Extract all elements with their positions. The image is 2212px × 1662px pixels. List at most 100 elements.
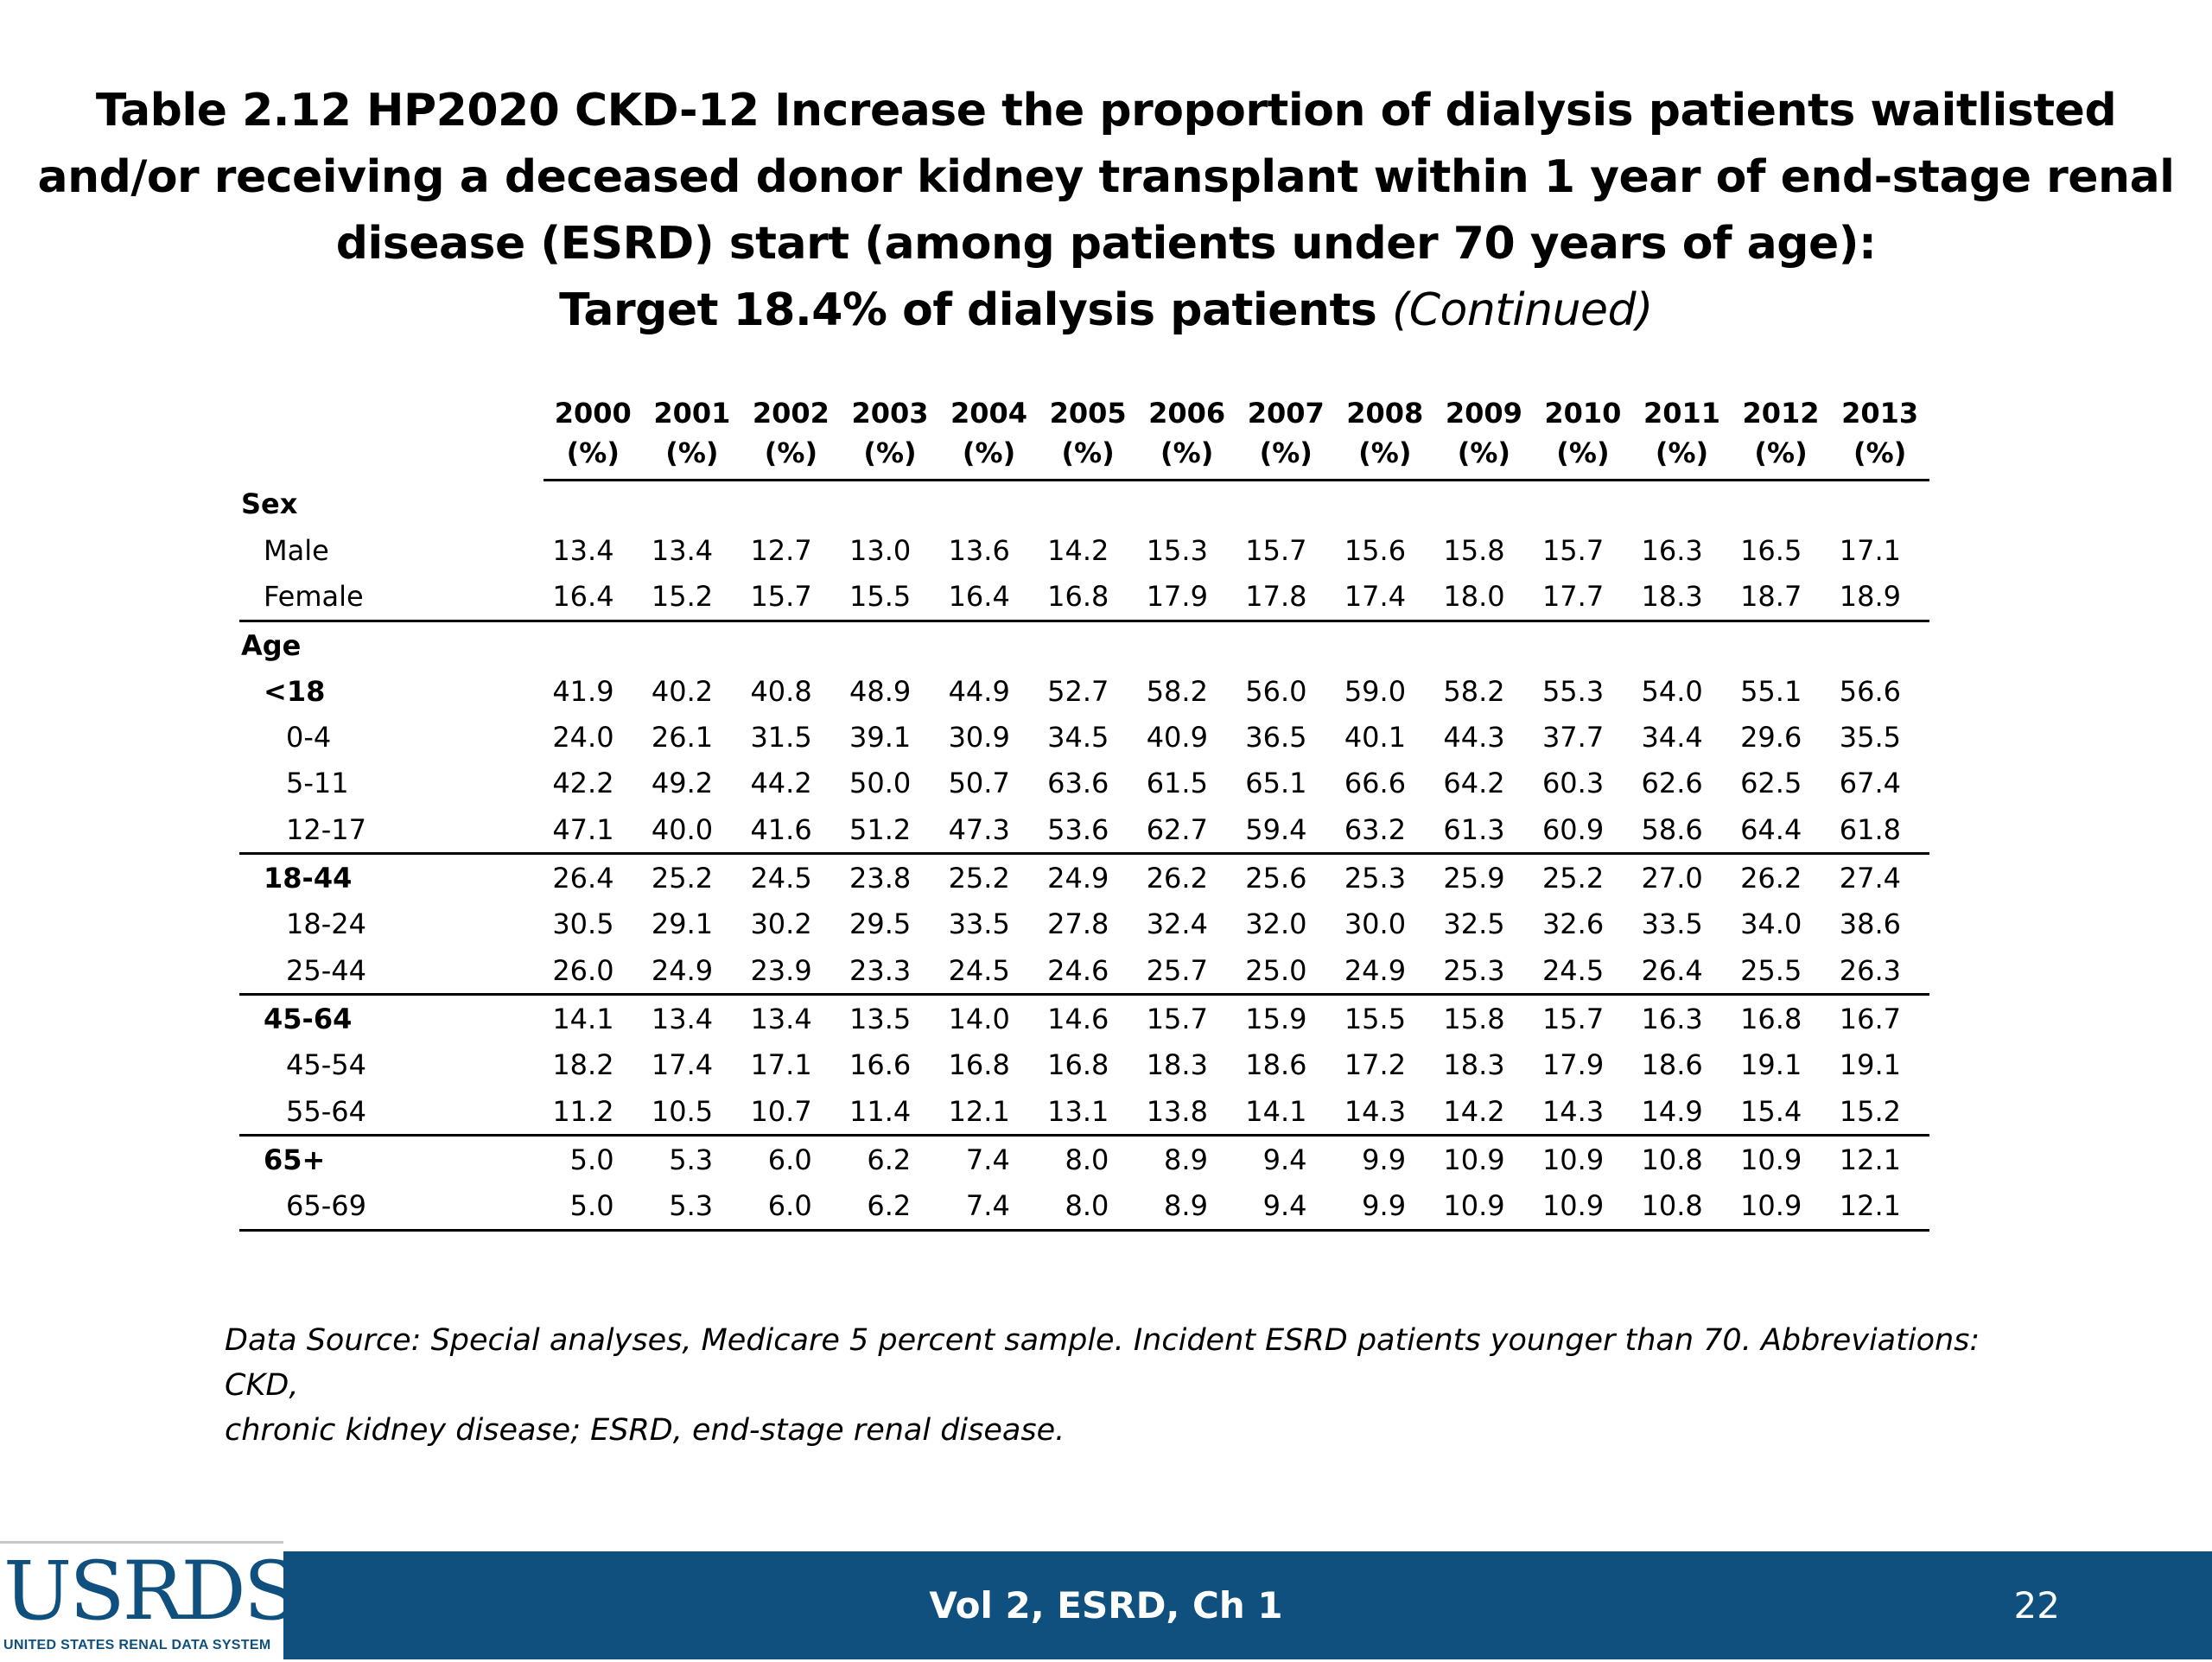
table-cell: 40.2 [651,674,714,708]
year-header: 2006 (%) [1137,387,1236,481]
table-cell: 16.8 [1740,1002,1802,1035]
table-cell: 51.2 [840,806,940,856]
table-cell: 13.0 [849,533,912,567]
table-cell: 24.9 [1047,862,1109,895]
table-cell: 14.2 [1047,533,1109,567]
table-cell: 9.9 [1335,1182,1435,1232]
year-header: 2002 (%) [741,387,841,481]
year-label: 2012 [1742,397,1820,430]
unit-label: (%) [1556,436,1610,469]
table-cell: 44.3 [1443,721,1505,755]
table-row: Male 13.4 13.4 12.7 13.0 13.6 14.2 15.3 15.7 15.6… [239,527,1929,573]
table-cell [841,621,940,668]
table-cell [939,481,1039,528]
table-cell: 54.0 [1641,674,1703,708]
unit-label: (%) [1259,436,1313,469]
table-cell [1632,481,1732,528]
unit-label: (%) [566,436,620,469]
table-cell: 17.4 [1335,573,1435,622]
table-cell: 18.0 [1434,573,1534,622]
table-cell: 9.4 [1262,1143,1307,1176]
table-cell: 10.9 [1731,1182,1831,1232]
table-cell: 25.6 [1245,862,1307,895]
table-cell: 13.8 [1137,1087,1236,1137]
table-cell: 13.1 [1038,1087,1138,1137]
table-cell: 34.0 [1740,907,1802,941]
table-cell: 11.4 [840,1087,940,1137]
usrds-logo: USRDS UNITED STATES RENAL DATA SYSTEM [0,1541,299,1662]
table-cell: 32.0 [1245,907,1307,941]
table-cell: 17.1 [1839,533,1901,567]
table-cell [1830,621,1929,668]
table-cell: 8.9 [1164,1143,1208,1176]
table-cell: 39.1 [849,721,912,755]
year-header: 2005 (%) [1038,387,1138,481]
table-cell: 37.7 [1541,721,1605,755]
table-row: Female 16.4 15.2 15.7 15.5 16.4 16.8 17.9 17.8 17… [239,573,1929,622]
table-cell: 42.2 [552,767,614,800]
unit-label: (%) [1457,436,1510,469]
unit-label: (%) [1853,436,1907,469]
table-cell: 17.8 [1236,573,1336,622]
table-cell: 8.0 [1065,1143,1109,1176]
year-label: 2013 [1841,397,1919,430]
year-header: 2012 (%) [1731,387,1831,481]
table-cell: 25.5 [1731,946,1831,997]
year-label: 2001 [653,397,731,430]
table-cell: 24.5 [1533,946,1633,997]
table-cell: 53.6 [1038,806,1138,856]
table-cell: 9.9 [1362,1143,1407,1176]
table-cell: 23.3 [840,946,940,997]
table-cell: 27.4 [1839,862,1901,895]
table-cell: 7.4 [939,1182,1039,1232]
table-cell: 19.1 [1740,1048,1802,1082]
table-cell: 30.9 [948,721,1010,755]
table-cell: 55.3 [1541,674,1605,708]
title-line-3: disease (ESRD) start (among patients und… [335,218,1877,270]
table-cell: 16.3 [1641,533,1703,567]
table-cell [1434,621,1534,668]
title-continued: (Continued) [1391,284,1653,336]
table-cell: 29.6 [1740,721,1802,755]
row-label: 5-11 [286,767,349,800]
table-cell: 25.3 [1434,946,1534,997]
year-header: 2010 (%) [1533,387,1633,481]
table-cell: 63.6 [1047,767,1109,800]
footer-volume-label: Vol 2, ESRD, Ch 1 [929,1584,1283,1627]
table-cell: 12.1 [939,1087,1039,1137]
table-cell: 17.9 [1541,1048,1605,1082]
table-cell: 40.1 [1344,721,1407,755]
table-cell: 10.9 [1434,1182,1534,1232]
table-cell: 17.9 [1137,573,1236,622]
table-cell: 58.2 [1443,674,1505,708]
table-cell: 16.4 [939,573,1039,622]
table-cell: 38.6 [1839,907,1901,941]
table-cell: 8.9 [1137,1182,1236,1232]
table-cell: 30.0 [1344,907,1407,941]
table-cell: 6.0 [741,1182,841,1232]
table-cell: 15.8 [1443,1002,1505,1035]
table-cell: 29.5 [849,907,912,941]
table-cell: 17.2 [1344,1048,1407,1082]
table-cell: 5.0 [569,1143,614,1176]
unit-label: (%) [1358,436,1412,469]
table-cell: 58.2 [1146,674,1208,708]
table-row: 25-44 26.0 24.9 23.9 23.3 24.5 24.6 25.7 25.0 24.… [239,946,1929,997]
year-header: 2013 (%) [1830,387,1929,481]
table-cell: 33.5 [1641,907,1703,941]
table-cell: 25.9 [1443,862,1505,895]
year-header: 2007 (%) [1236,387,1336,481]
table-cell: 13.4 [651,533,714,567]
table-cell: 15.6 [1344,533,1407,567]
table-cell: 27.0 [1641,862,1703,895]
table-cell: 56.0 [1245,674,1307,708]
year-header: 2011 (%) [1632,387,1732,481]
table-cell: 35.5 [1839,721,1901,755]
logo-wordmark: USRDS [3,1544,299,1639]
table-row: <18 41.9 40.2 40.8 48.9 44.9 52.7 58.2 56.0 59.0 5… [239,668,1929,714]
year-label: 2011 [1643,397,1720,430]
table-cell: 16.7 [1839,1002,1901,1035]
table-row: 45-54 18.2 17.4 17.1 16.6 16.8 16.8 18.3 18.6 17.… [239,1042,1929,1088]
year-header: 2003 (%) [840,387,940,481]
footer-bar: Vol 2, ESRD, Ch 1 22 [0,1551,2212,1659]
